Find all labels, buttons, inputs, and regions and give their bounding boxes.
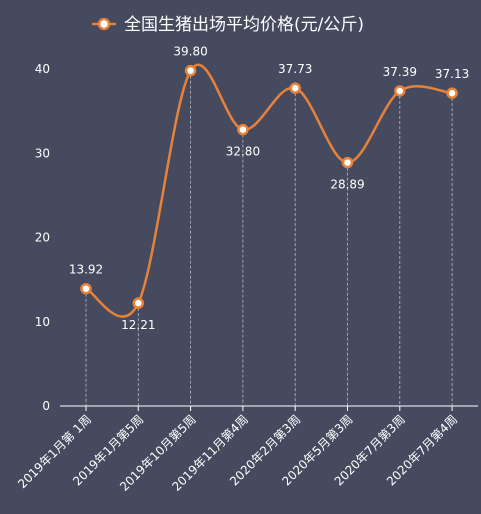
drop-lines [85,70,453,406]
chart-legend[interactable]: 全国生猪出场平均价格(元/公斤) [92,15,364,35]
legend-marker-swatch [97,17,111,31]
legend-series-name: 全国生猪出场平均价格(元/公斤) [124,15,364,35]
data-label: 37.13 [435,67,469,81]
y-axis: 0 10 20 30 40 [35,62,50,413]
data-point-marker[interactable] [394,85,406,97]
data-point-marker[interactable] [237,123,249,136]
data-point-marker[interactable] [132,297,145,309]
data-label: 32.80 [226,145,260,159]
data-labels: 13.92 12.21 39.80 32.80 37.73 28.89 37.39 37.13 [69,45,469,332]
series-line [85,63,453,318]
data-label: 28.89 [330,178,364,192]
data-label: 37.73 [278,62,312,76]
y-tick-label: 0 [42,399,50,413]
data-point-marker[interactable] [184,64,197,77]
data-label: 37.39 [383,65,417,79]
data-point-marker[interactable] [341,156,354,169]
data-label: 12.21 [121,318,155,332]
y-tick-label: 10 [35,315,50,329]
data-point-marker[interactable] [80,282,92,295]
data-label: 13.92 [69,263,103,277]
series-markers [80,64,458,309]
y-tick-label: 40 [35,62,50,76]
y-tick-label: 20 [35,231,50,245]
data-label: 39.80 [173,45,207,59]
x-axis [60,405,478,411]
data-point-marker[interactable] [446,87,458,99]
data-point-marker[interactable] [289,82,301,94]
category-labels: 2019年1月第 1周2019年1月第5周2019年10月第5周2019年11月… [15,412,460,494]
y-tick-label: 30 [35,146,50,160]
